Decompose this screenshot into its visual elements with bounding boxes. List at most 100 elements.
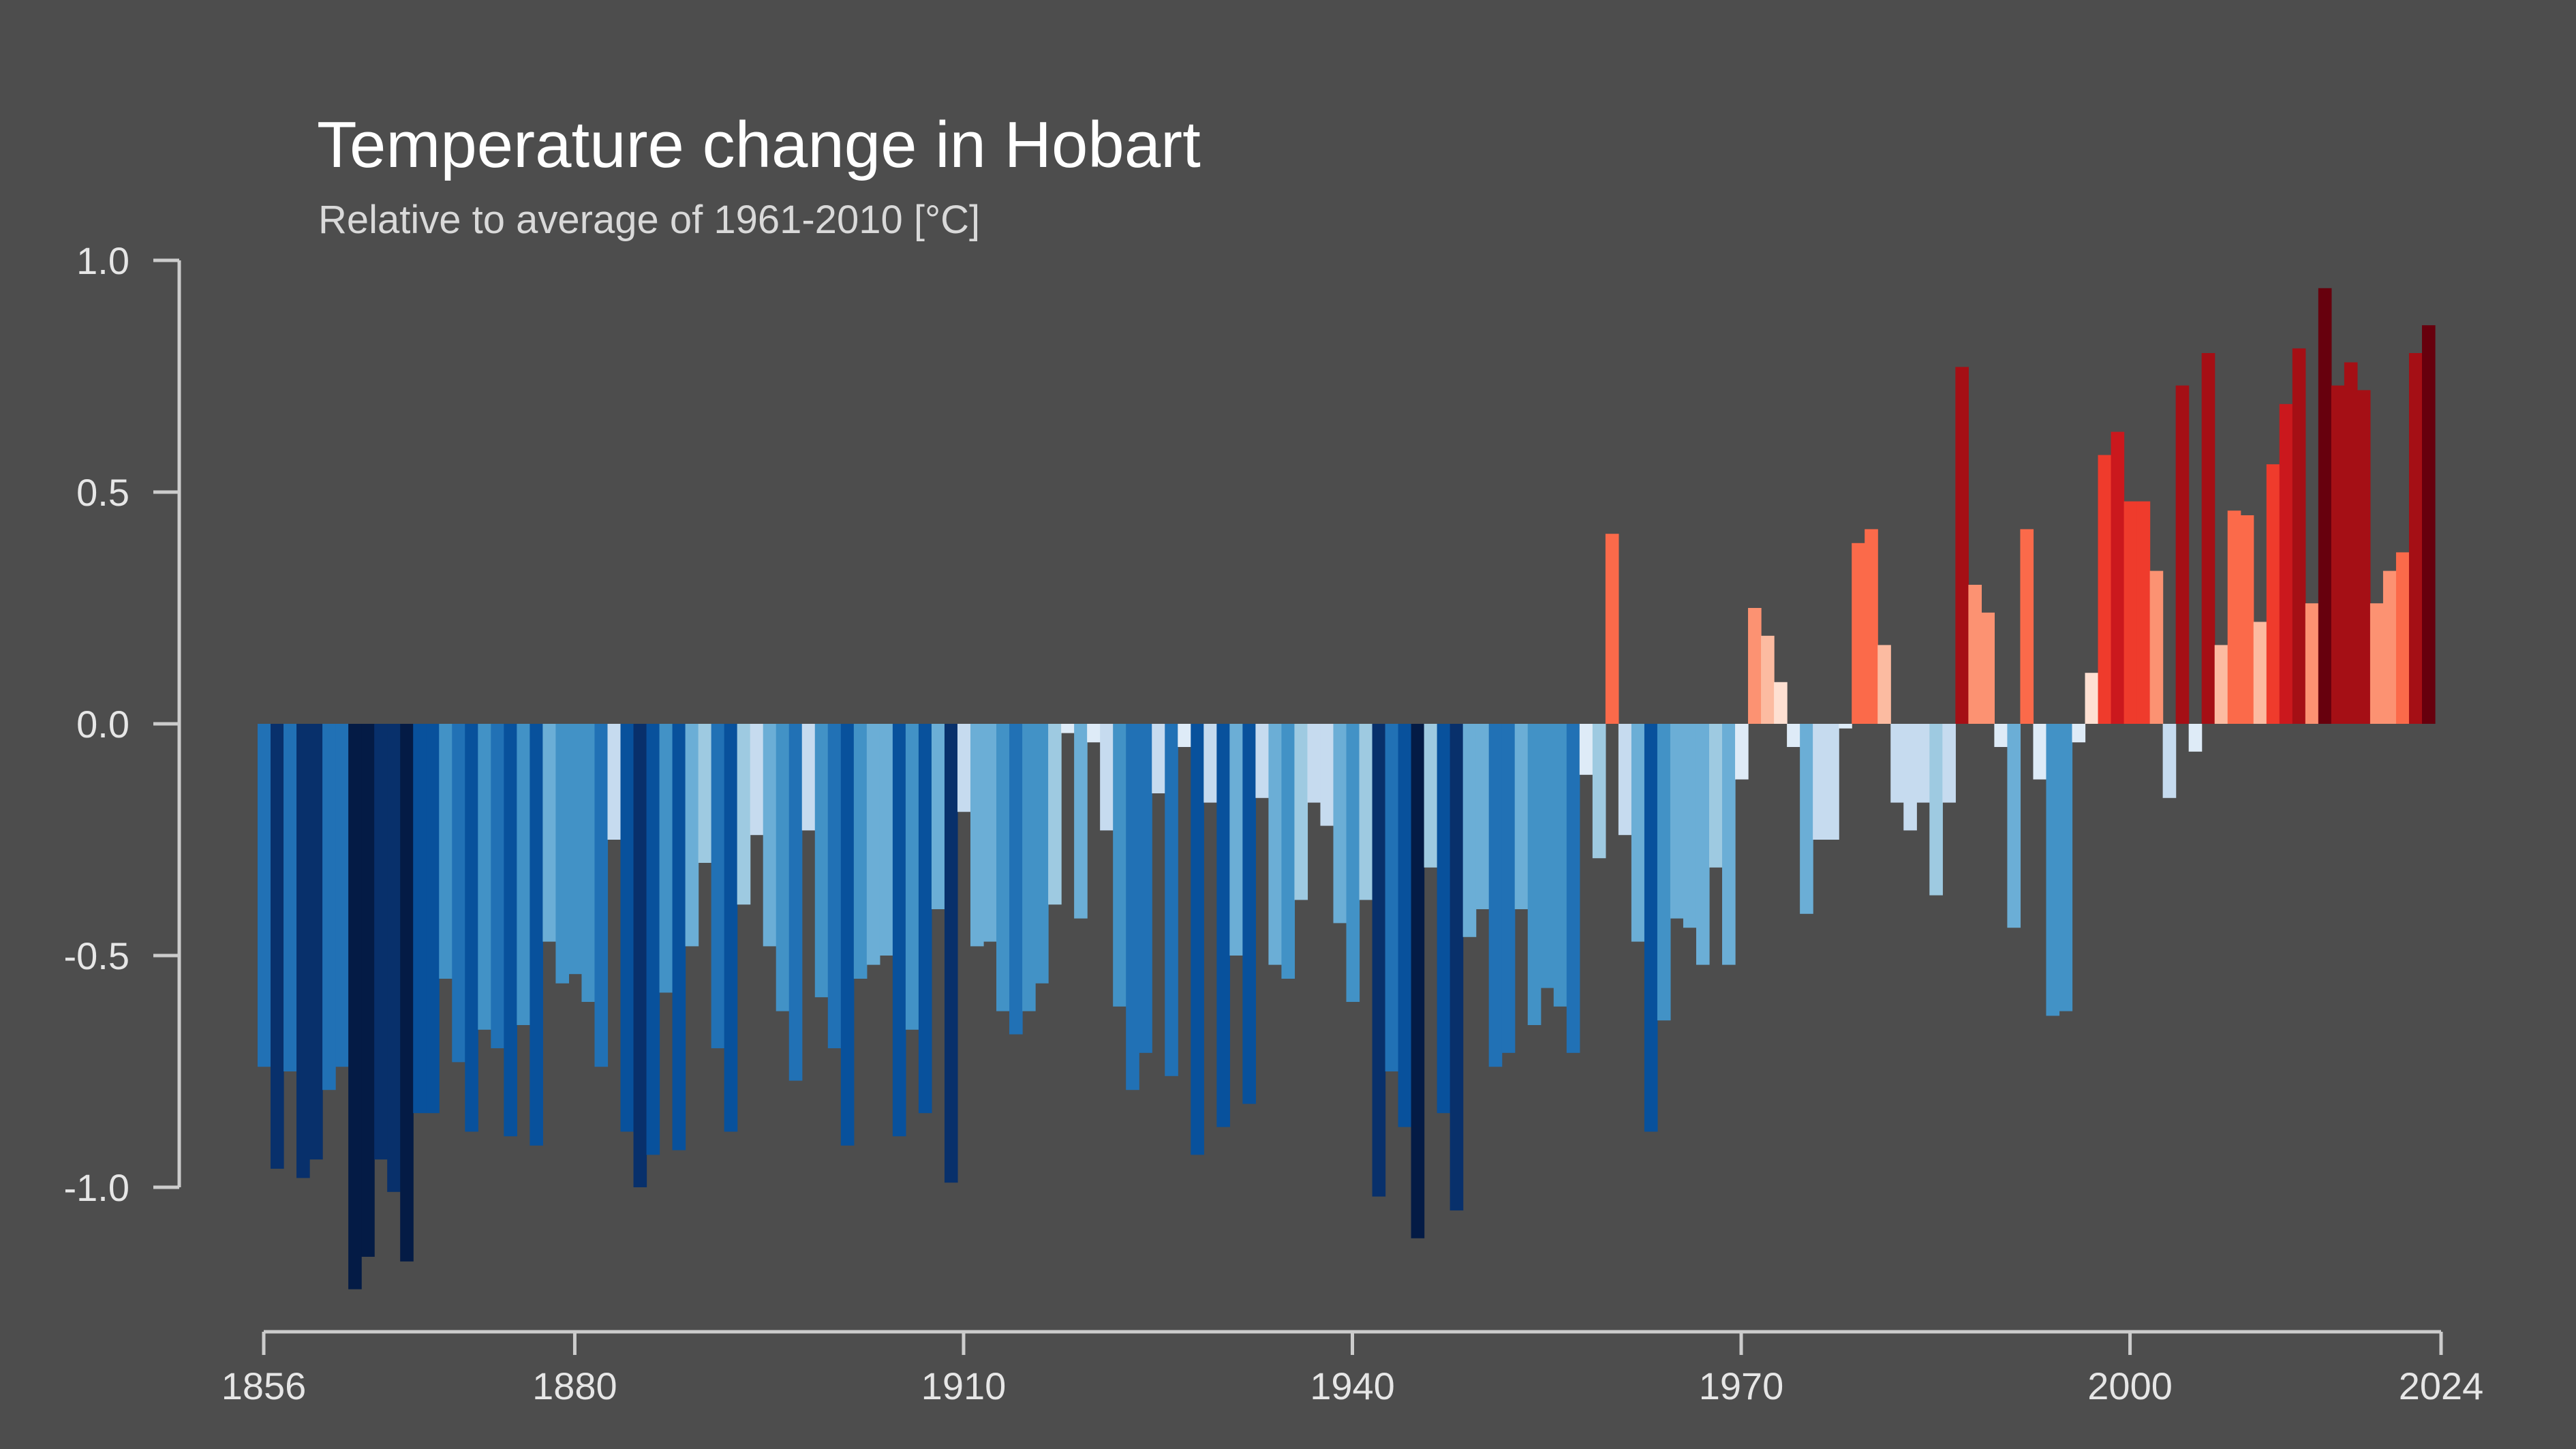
bar-1897 xyxy=(788,724,803,1081)
bar-2001 xyxy=(2136,501,2151,724)
bar-1992 xyxy=(2020,529,2034,724)
bar-1877 xyxy=(530,724,543,1146)
bar-1900 xyxy=(827,724,842,1048)
bar-1911 xyxy=(970,724,984,947)
bar-2016 xyxy=(2331,385,2345,724)
bar-1880 xyxy=(568,724,583,975)
bar-2008 xyxy=(2227,510,2241,724)
bar-1921 xyxy=(1100,724,1114,831)
bar-1930 xyxy=(1216,724,1230,1127)
bar-1965 xyxy=(1670,724,1684,919)
bar-2023 xyxy=(2421,325,2436,724)
bar-1978 xyxy=(1839,724,1852,729)
bar-1935 xyxy=(1281,724,1295,979)
bar-1881 xyxy=(581,724,596,1002)
bar-1863 xyxy=(348,724,362,1290)
bar-2006 xyxy=(2201,353,2215,724)
x-tick-label: 1970 xyxy=(1699,1364,1784,1407)
bar-1866 xyxy=(387,724,401,1192)
bar-1914 xyxy=(1009,724,1023,1035)
bar-1884 xyxy=(620,724,634,1132)
bar-1960 xyxy=(1605,534,1619,724)
bar-1923 xyxy=(1126,724,1139,1090)
bar-1947 xyxy=(1437,724,1451,1114)
bar-1898 xyxy=(801,724,816,831)
bar-1882 xyxy=(594,724,609,1067)
x-tick-label: 2000 xyxy=(2087,1364,2173,1407)
bar-1878 xyxy=(542,724,557,942)
bar-1987 xyxy=(1955,367,1969,724)
bar-1894 xyxy=(750,724,764,836)
bar-2012 xyxy=(2279,403,2293,724)
bar-1861 xyxy=(322,724,336,1090)
bar-1945 xyxy=(1411,724,1425,1238)
bar-1913 xyxy=(996,724,1010,1011)
bar-1970 xyxy=(1735,724,1749,780)
bar-1901 xyxy=(840,724,855,1146)
bar-1870 xyxy=(439,724,453,979)
bar-1952 xyxy=(1501,724,1516,1053)
bar-1902 xyxy=(853,724,868,979)
bar-1910 xyxy=(957,724,971,812)
bar-1954 xyxy=(1527,724,1542,1025)
bar-1933 xyxy=(1255,724,1269,798)
bar-1941 xyxy=(1359,724,1373,900)
bar-1995 xyxy=(2059,724,2073,1011)
bar-1961 xyxy=(1618,724,1632,836)
bar-1950 xyxy=(1475,724,1490,909)
bar-1984 xyxy=(1916,724,1930,803)
bar-1943 xyxy=(1385,724,1399,1071)
bar-1905 xyxy=(892,724,906,1137)
bar-1883 xyxy=(607,724,622,840)
bar-1908 xyxy=(931,724,945,909)
bar-1977 xyxy=(1826,724,1839,840)
bar-1893 xyxy=(737,724,751,905)
bar-1862 xyxy=(335,724,349,1067)
bar-1982 xyxy=(1890,724,1904,803)
bar-1927 xyxy=(1178,724,1191,747)
bar-1998 xyxy=(2098,455,2112,724)
bar-1997 xyxy=(2085,673,2099,724)
bars xyxy=(258,288,2436,1290)
bar-1938 xyxy=(1320,724,1334,826)
bar-1859 xyxy=(296,724,310,1178)
bar-1990 xyxy=(1994,724,2008,747)
bar-1972 xyxy=(1761,635,1775,724)
bar-1857 xyxy=(271,724,284,1169)
bar-2009 xyxy=(2240,515,2254,724)
bar-1976 xyxy=(1813,724,1826,840)
bar-1919 xyxy=(1074,724,1088,919)
bar-1890 xyxy=(698,724,712,863)
bar-2015 xyxy=(2318,288,2332,724)
bar-1865 xyxy=(374,724,388,1160)
bar-1906 xyxy=(905,724,919,1030)
bar-1973 xyxy=(1774,682,1788,724)
bar-2011 xyxy=(2266,464,2280,724)
bar-2022 xyxy=(2408,353,2423,724)
bar-1904 xyxy=(879,724,893,956)
bar-1871 xyxy=(452,724,465,1063)
bar-1932 xyxy=(1242,724,1256,1104)
bar-1879 xyxy=(555,724,570,983)
bar-1931 xyxy=(1229,724,1243,956)
bar-2005 xyxy=(2188,724,2203,752)
bar-1996 xyxy=(2072,724,2086,743)
bar-1875 xyxy=(504,724,517,1137)
bar-1959 xyxy=(1592,724,1606,859)
bar-1912 xyxy=(983,724,997,942)
bar-1988 xyxy=(1968,585,1982,724)
bar-1999 xyxy=(2111,431,2125,724)
x-tick-label: 1880 xyxy=(532,1364,617,1407)
y-tick-label: 0.5 xyxy=(76,471,129,514)
bar-1872 xyxy=(465,724,478,1132)
bar-1963 xyxy=(1644,724,1658,1132)
bar-2004 xyxy=(2175,385,2190,724)
bar-1917 xyxy=(1048,724,1062,905)
bar-1887 xyxy=(659,724,673,993)
bar-1948 xyxy=(1450,724,1464,1210)
bar-2017 xyxy=(2344,362,2358,724)
bar-1989 xyxy=(1981,612,1995,724)
bar-1896 xyxy=(776,724,790,1011)
bar-1957 xyxy=(1566,724,1580,1053)
